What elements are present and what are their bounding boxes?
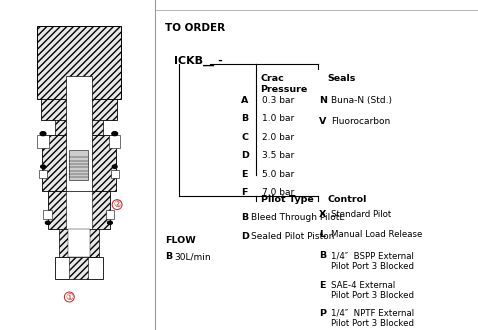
Circle shape bbox=[108, 221, 112, 224]
Text: FLOW: FLOW bbox=[165, 236, 196, 245]
Bar bbox=[69, 150, 88, 180]
Bar bbox=[66, 191, 92, 229]
Circle shape bbox=[41, 165, 45, 168]
Text: B: B bbox=[241, 213, 249, 222]
Bar bbox=[111, 170, 119, 178]
Bar bbox=[41, 99, 117, 120]
Text: A: A bbox=[241, 96, 249, 105]
Circle shape bbox=[45, 221, 50, 224]
Text: 1/4″  BSPP External
Pilot Port 3 Blocked: 1/4″ BSPP External Pilot Port 3 Blocked bbox=[331, 251, 414, 271]
Text: D: D bbox=[241, 232, 249, 241]
Text: Standard Pilot: Standard Pilot bbox=[331, 210, 391, 218]
Text: 30L/min: 30L/min bbox=[174, 252, 211, 261]
Bar bbox=[68, 229, 89, 257]
Bar bbox=[55, 120, 103, 135]
Bar bbox=[58, 229, 99, 257]
Text: P: P bbox=[319, 309, 326, 317]
Text: E: E bbox=[241, 170, 248, 179]
Bar bbox=[55, 257, 103, 279]
Text: Crac
Pressure: Crac Pressure bbox=[261, 74, 308, 94]
Text: 0.3 bar: 0.3 bar bbox=[262, 96, 294, 105]
Text: Control: Control bbox=[327, 195, 367, 204]
Text: 7.0 bar: 7.0 bar bbox=[262, 188, 294, 197]
Bar bbox=[69, 257, 88, 279]
Text: Fluorocarbon: Fluorocarbon bbox=[331, 117, 390, 126]
Bar bbox=[42, 135, 116, 191]
Text: Sealed Pilot Piston: Sealed Pilot Piston bbox=[251, 232, 334, 241]
Text: B: B bbox=[241, 114, 249, 123]
Bar bbox=[39, 170, 47, 178]
Text: N: N bbox=[319, 96, 327, 105]
Text: B: B bbox=[319, 251, 326, 260]
Text: V: V bbox=[319, 117, 326, 126]
Text: 1.0 bar: 1.0 bar bbox=[262, 114, 294, 123]
Bar bbox=[37, 26, 120, 99]
Text: 3.5 bar: 3.5 bar bbox=[262, 151, 294, 160]
Bar bbox=[37, 135, 49, 148]
Text: L: L bbox=[319, 230, 326, 239]
Text: TO ORDER: TO ORDER bbox=[165, 23, 225, 33]
Bar bbox=[106, 210, 114, 219]
Bar bbox=[48, 191, 110, 229]
Text: E: E bbox=[319, 280, 326, 289]
Circle shape bbox=[112, 132, 118, 136]
Text: ICKB__ -: ICKB__ - bbox=[174, 56, 223, 66]
Text: F: F bbox=[241, 188, 248, 197]
Text: B: B bbox=[165, 252, 172, 261]
Circle shape bbox=[112, 165, 117, 168]
Text: 1/4″  NPTF External
Pilot Port 3 Blocked: 1/4″ NPTF External Pilot Port 3 Blocked bbox=[331, 309, 414, 328]
Bar bbox=[109, 135, 120, 148]
Text: Manual Load Release: Manual Load Release bbox=[331, 230, 422, 239]
Bar bbox=[66, 76, 92, 191]
Text: ①: ① bbox=[65, 292, 73, 302]
Text: 2.0 bar: 2.0 bar bbox=[262, 133, 294, 142]
Text: Bleed Through PilotL: Bleed Through PilotL bbox=[251, 213, 344, 222]
Text: C: C bbox=[241, 133, 249, 142]
Bar bbox=[43, 210, 52, 219]
Text: ②: ② bbox=[113, 200, 121, 209]
Text: Seals: Seals bbox=[327, 74, 356, 83]
Text: Buna-N (Std.): Buna-N (Std.) bbox=[331, 96, 392, 105]
Text: D: D bbox=[241, 151, 249, 160]
Circle shape bbox=[40, 132, 46, 136]
Text: X: X bbox=[319, 210, 326, 218]
Text: SAE-4 External
Pilot Port 3 Blocked: SAE-4 External Pilot Port 3 Blocked bbox=[331, 280, 414, 300]
Text: Pilot Type: Pilot Type bbox=[261, 195, 313, 204]
Text: 5.0 bar: 5.0 bar bbox=[262, 170, 294, 179]
